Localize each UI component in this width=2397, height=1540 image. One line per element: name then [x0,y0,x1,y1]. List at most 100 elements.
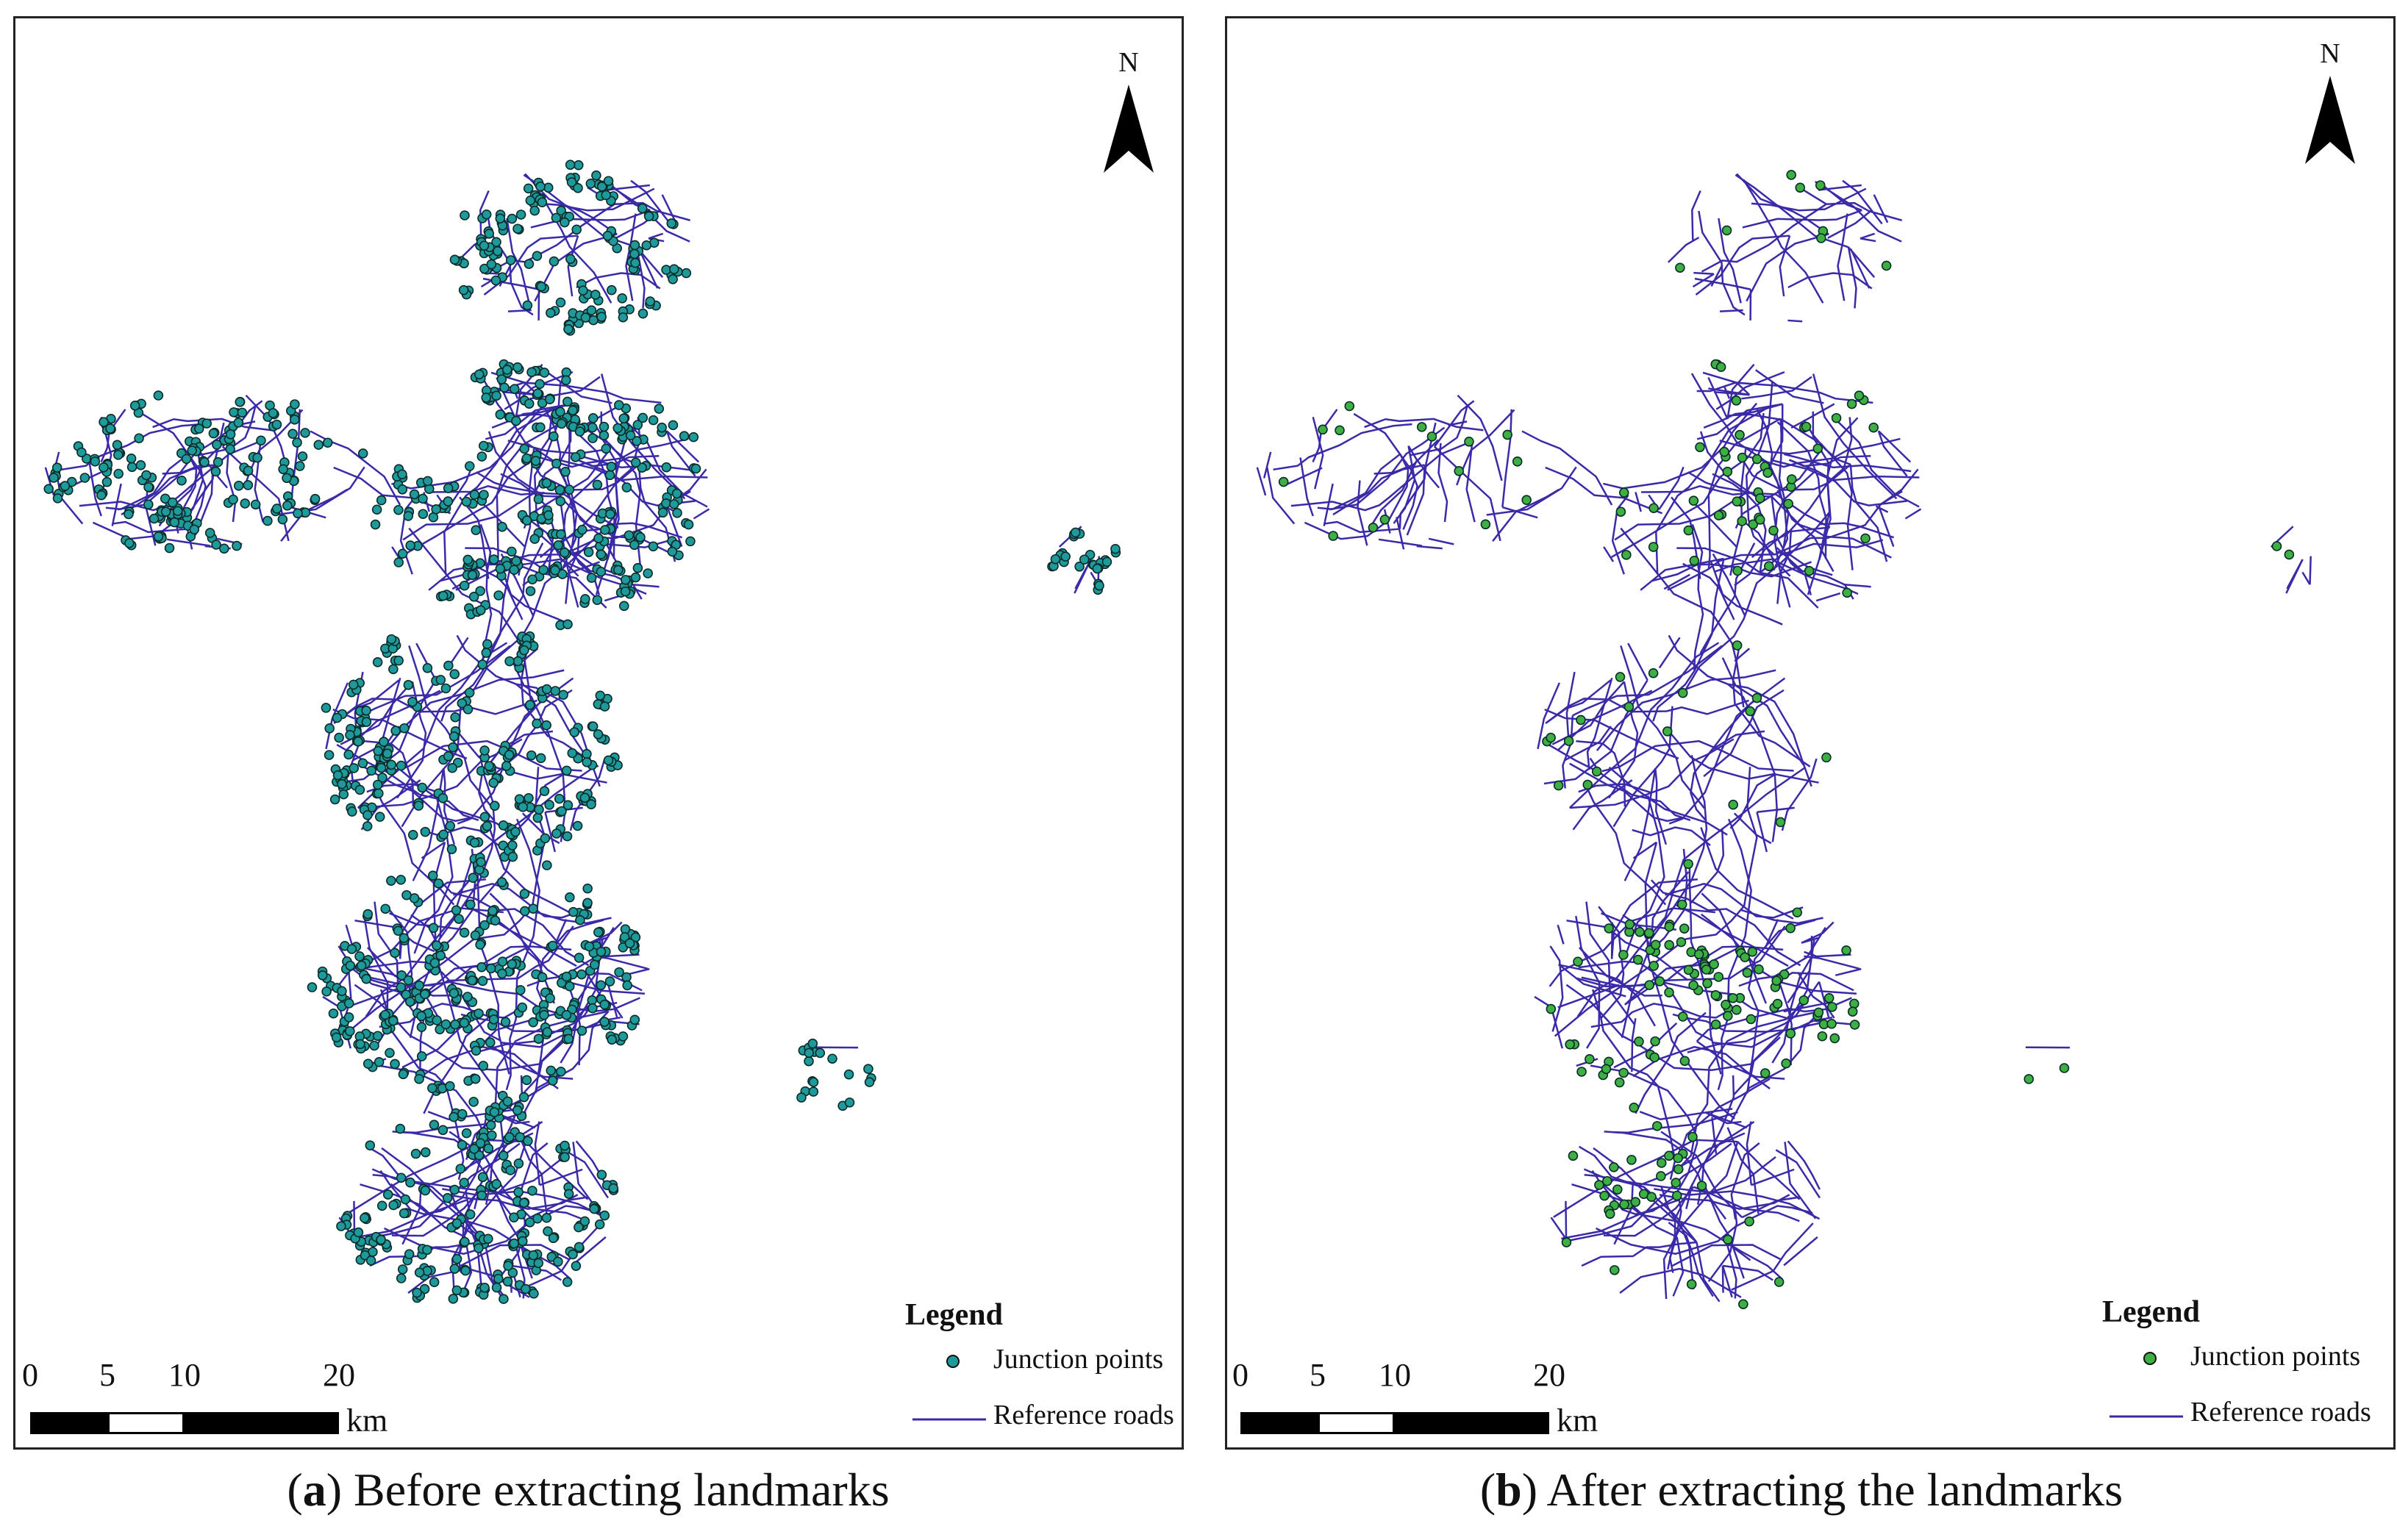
road-segment [2309,556,2312,585]
junction-point [277,514,288,525]
junction-point [804,1056,814,1067]
road-segment [1323,483,1334,526]
junction-point [240,498,250,509]
junction-point [1629,1103,1639,1113]
junction-point [565,254,576,265]
junction-point [1745,706,1755,717]
road-segment [1677,1078,1771,1161]
junction-point [404,996,415,1007]
junction-point [199,456,210,468]
road-segment [1691,500,1738,548]
junction-point [332,712,343,723]
road-segment [413,795,454,954]
road-segment [1787,272,1873,290]
junction-point [1747,947,1758,957]
road-segment [1877,505,1895,548]
junction-point [498,820,509,831]
junction-point [512,223,523,234]
junction-point [608,1183,618,1194]
road-segment [1877,430,1912,463]
road-segment [564,550,621,576]
junction-point [537,197,548,208]
junction-point [1650,1036,1660,1047]
north-arrow: N [2301,39,2360,175]
road-segment [1726,1127,1760,1214]
junction-point [212,456,224,468]
junction-point [462,554,474,565]
junction-point [469,1144,479,1154]
junction-point [1070,527,1081,538]
junction-point [345,730,355,740]
road-segment [585,919,604,926]
road-segment [693,508,710,520]
junction-point [660,498,671,509]
road-segment [510,1264,562,1281]
road-segment [1734,648,1751,662]
junction-point [310,493,321,504]
junction-point [454,914,464,924]
junction-point [541,684,552,695]
junction-point [491,1282,502,1293]
junction-point [292,437,302,448]
road-segment [1787,1140,1821,1190]
junction-point [376,762,387,773]
road-segment [1741,1196,1800,1219]
junction-point [464,461,475,471]
junction-point-icon [946,1355,960,1368]
road-segment [456,1221,502,1297]
scale-unit: km [346,1403,388,1439]
junction-point [499,1294,509,1304]
road-segment [1611,413,1765,559]
junction-point [476,961,487,973]
junction-point [523,1136,533,1146]
road-segment [1378,538,1422,547]
road-segment [1465,440,1476,523]
junction-point [599,421,610,432]
legend-title: Legend [2102,1295,2201,1329]
junction-point [579,792,590,803]
junction-point [449,731,460,742]
scale-tick-10: 10 [1379,1357,1411,1393]
caption-a: (a) Before extracting landmarks [0,1463,1176,1517]
junction-point [229,407,239,418]
road-segment [1623,768,1657,881]
junction-point [864,1077,875,1087]
junction-point [507,213,518,224]
road-segment [1835,967,1862,976]
road-segment [1598,906,1625,1020]
road-segment [1601,739,1794,773]
junction-point [528,1250,539,1261]
road-segment [1743,767,1805,814]
road-segment [439,871,478,939]
junction-point [49,473,59,483]
road-segment [1743,179,1824,304]
junction-point [535,753,546,764]
junction-point [591,170,601,181]
road-segment [505,818,540,1091]
road-segment [1565,671,1576,741]
road-segment [1775,1149,1821,1199]
junction-point [1672,1190,1682,1201]
junction-point [593,927,604,938]
junction-point [495,409,506,420]
junction-point [282,501,293,511]
road-line-icon [912,1418,986,1421]
road-segment [491,689,573,778]
junction-point [1677,687,1688,698]
junction-point [1664,939,1674,950]
junction-point [509,565,520,575]
junction-point [1656,1158,1667,1168]
junction-point [523,183,534,194]
road-segment [1746,233,1829,302]
road-segment [1771,459,1920,481]
junction-point [557,418,567,429]
road-segment [1722,1264,1773,1281]
legend-junction-label: Junction points [993,1344,1164,1375]
road-segment [1683,512,1831,693]
junction-point [1599,1190,1610,1201]
junction-point [533,494,544,504]
junction-point [515,209,526,220]
junction-point [1512,456,1523,467]
junction-point [515,985,526,995]
junction-point [586,305,597,315]
